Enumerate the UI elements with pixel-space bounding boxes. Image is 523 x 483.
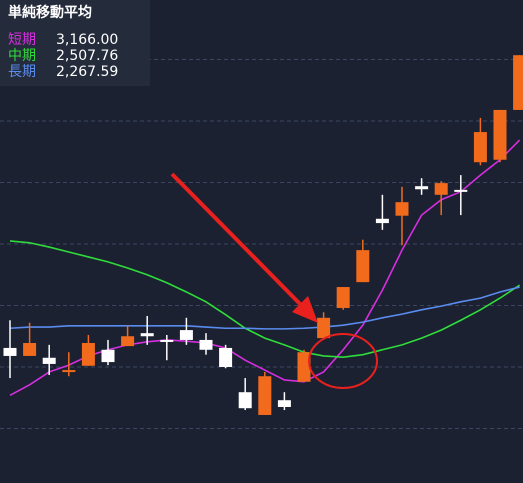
candle-body	[317, 317, 331, 339]
candle-body	[81, 343, 95, 366]
legend-box	[0, 0, 150, 86]
candle-body	[160, 339, 174, 342]
candle-body	[493, 109, 507, 160]
plot	[3, 55, 523, 415]
candle-body	[395, 202, 409, 216]
candle-body	[297, 352, 311, 382]
candle-body	[23, 343, 37, 356]
candle-body	[42, 357, 56, 364]
grid	[0, 59, 523, 429]
candle-body	[277, 400, 291, 407]
candle-body	[219, 347, 233, 367]
candle-body	[473, 132, 487, 163]
candle-body	[454, 189, 468, 192]
candle-body	[434, 183, 448, 195]
candle-body	[336, 287, 350, 308]
ma-line	[9, 139, 521, 396]
candle-body	[140, 333, 154, 337]
legend: 単純移動平均 短期 3,166.00 中期 2,507.76 長期 2,267.59	[0, 0, 150, 86]
legend-name: 中期	[8, 48, 36, 64]
candle-body	[62, 370, 76, 373]
candle-body	[179, 330, 193, 340]
legend-value: 2,267.59	[56, 64, 118, 80]
legend-value: 2,507.76	[56, 48, 118, 64]
candle-body	[258, 376, 272, 415]
candle-body	[3, 347, 17, 356]
legend-title: 単純移動平均	[8, 4, 92, 21]
candle-body	[101, 349, 115, 363]
annotation	[170, 172, 378, 389]
legend-name: 短期	[8, 32, 36, 48]
candle-body	[238, 392, 252, 409]
ma-line	[9, 240, 521, 358]
legend-value: 3,166.00	[56, 32, 118, 48]
candle-body	[513, 55, 523, 110]
candle-body	[415, 186, 429, 190]
candle-body	[356, 250, 370, 283]
legend-rows: 短期 3,166.00 中期 2,507.76 長期 2,267.59	[8, 32, 118, 80]
arrow-shaft	[170, 172, 304, 308]
ma-line	[9, 286, 520, 330]
arrow-head	[292, 296, 318, 323]
legend-name: 長期	[8, 64, 36, 80]
candle-body	[121, 336, 135, 347]
candle-body	[375, 218, 389, 224]
highlight-circle	[308, 333, 378, 389]
candle-body	[199, 339, 213, 350]
